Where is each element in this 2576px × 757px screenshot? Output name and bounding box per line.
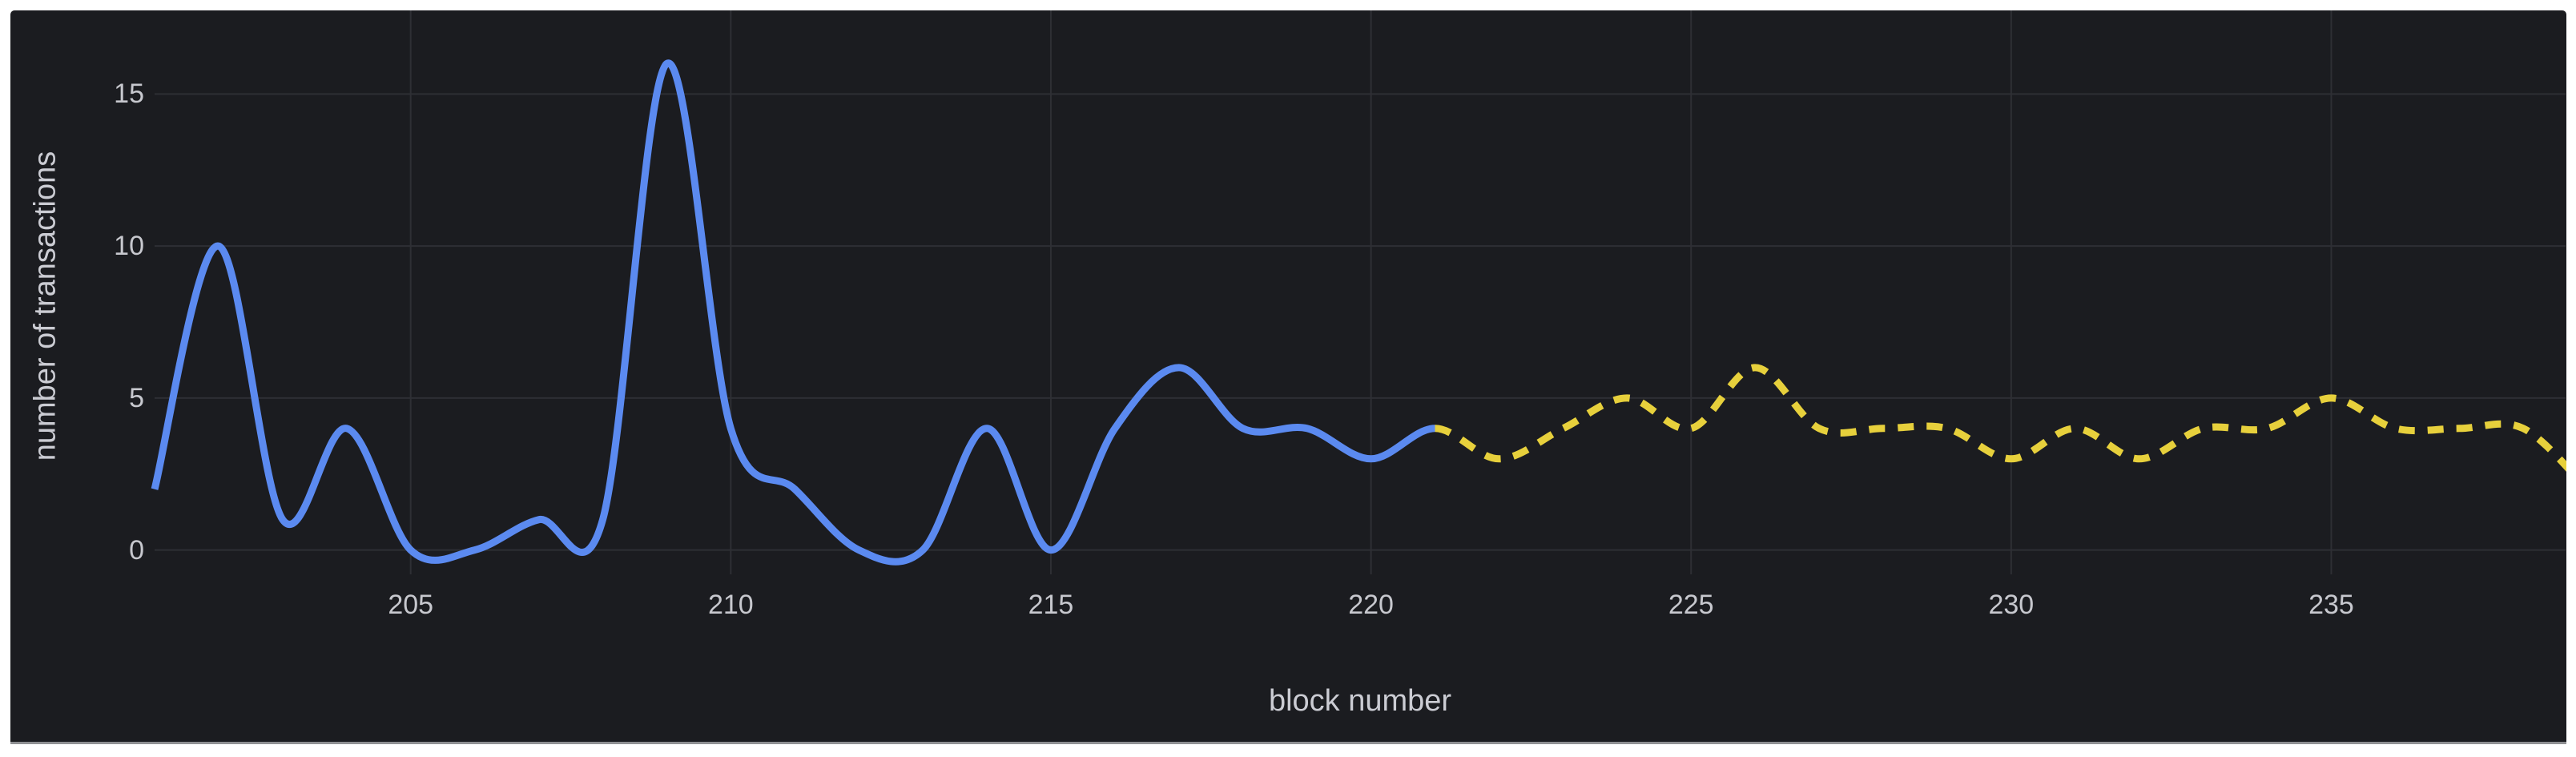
transactions-chart-panel: 0 5 10 15 205 210 215 220 225 230 235 block number… bbox=[10, 10, 2566, 742]
actual-transactions-line bbox=[151, 59, 1436, 566]
line-chart-plot-area[interactable] bbox=[10, 10, 2566, 742]
panel-bottom-divider bbox=[10, 742, 2566, 744]
predicted-transactions-line bbox=[1434, 364, 2566, 472]
